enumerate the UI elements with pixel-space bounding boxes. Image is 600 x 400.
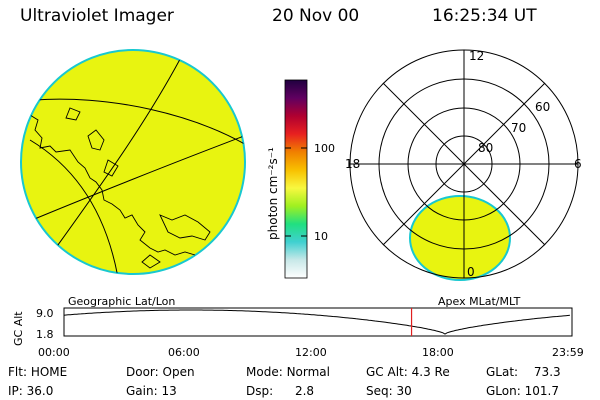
geographic-grid xyxy=(21,50,245,274)
colorbar: 100 10 photon cm⁻²s⁻¹ xyxy=(266,79,335,279)
status-glon: GLon: 101.7 xyxy=(486,384,559,398)
colorbar-unit-label: photon cm⁻²s⁻¹ xyxy=(266,147,280,240)
mlt-label-0: 0 xyxy=(467,265,475,279)
auroral-image xyxy=(409,195,511,281)
instrument-title: Ultraviolet Imager xyxy=(20,6,174,26)
geographic-image-disk xyxy=(20,49,246,275)
geographic-panel-label: Geographic Lat/Lon xyxy=(68,295,175,308)
status-glat: GLat: 73.3 xyxy=(486,365,561,379)
apex-panel-label: Apex MLat/MLT xyxy=(438,295,521,308)
colorbar-tick-100: 100 xyxy=(314,142,335,155)
coastline xyxy=(21,107,211,271)
observation-date: 20 Nov 00 xyxy=(272,6,360,26)
xtick-2359: 23:59 xyxy=(552,346,584,359)
status-gain: Gain: 13 xyxy=(126,384,177,398)
altitude-ytick-9: 9.0 xyxy=(36,307,54,320)
status-mode: Mode: Normal xyxy=(246,365,330,379)
altitude-plot: 9.0 1.8 GC Alt 00:00 06:00 12:00 18:00 2… xyxy=(12,307,584,359)
xtick-1800: 18:00 xyxy=(422,346,454,359)
xtick-0600: 06:00 xyxy=(168,346,200,359)
status-gc-alt: GC Alt: 4.3 Re xyxy=(366,365,450,379)
status-door: Door: Open xyxy=(126,365,195,379)
altitude-ylabel: GC Alt xyxy=(12,311,25,346)
mlt-label-18: 18 xyxy=(345,157,360,171)
geographic-image xyxy=(20,49,246,275)
xtick-0000: 00:00 xyxy=(38,346,70,359)
polar-grid xyxy=(349,49,579,279)
observation-time: 16:25:34 UT xyxy=(432,6,537,26)
colorbar-tick-10: 10 xyxy=(314,230,328,243)
status-dsp: Dsp: 2.8 xyxy=(246,384,315,398)
mlat-label-80: 80 xyxy=(478,141,493,155)
mlat-label-60: 60 xyxy=(535,100,550,114)
mlt-label-12: 12 xyxy=(469,49,484,63)
mlat-label-70: 70 xyxy=(511,121,526,135)
status-seq: Seq: 30 xyxy=(366,384,412,398)
xtick-1200: 12:00 xyxy=(295,346,327,359)
status-ip: IP: 36.0 xyxy=(8,384,54,398)
altitude-curve xyxy=(63,309,570,335)
colorbar-scale xyxy=(284,79,308,279)
altitude-ytick-1-8: 1.8 xyxy=(36,328,54,341)
altitude-plot-frame xyxy=(63,307,573,337)
polar-plot: 12 18 6 0 80 70 60 xyxy=(345,49,582,281)
mlt-label-6: 6 xyxy=(574,157,582,171)
status-flt: Flt: HOME xyxy=(8,365,68,379)
